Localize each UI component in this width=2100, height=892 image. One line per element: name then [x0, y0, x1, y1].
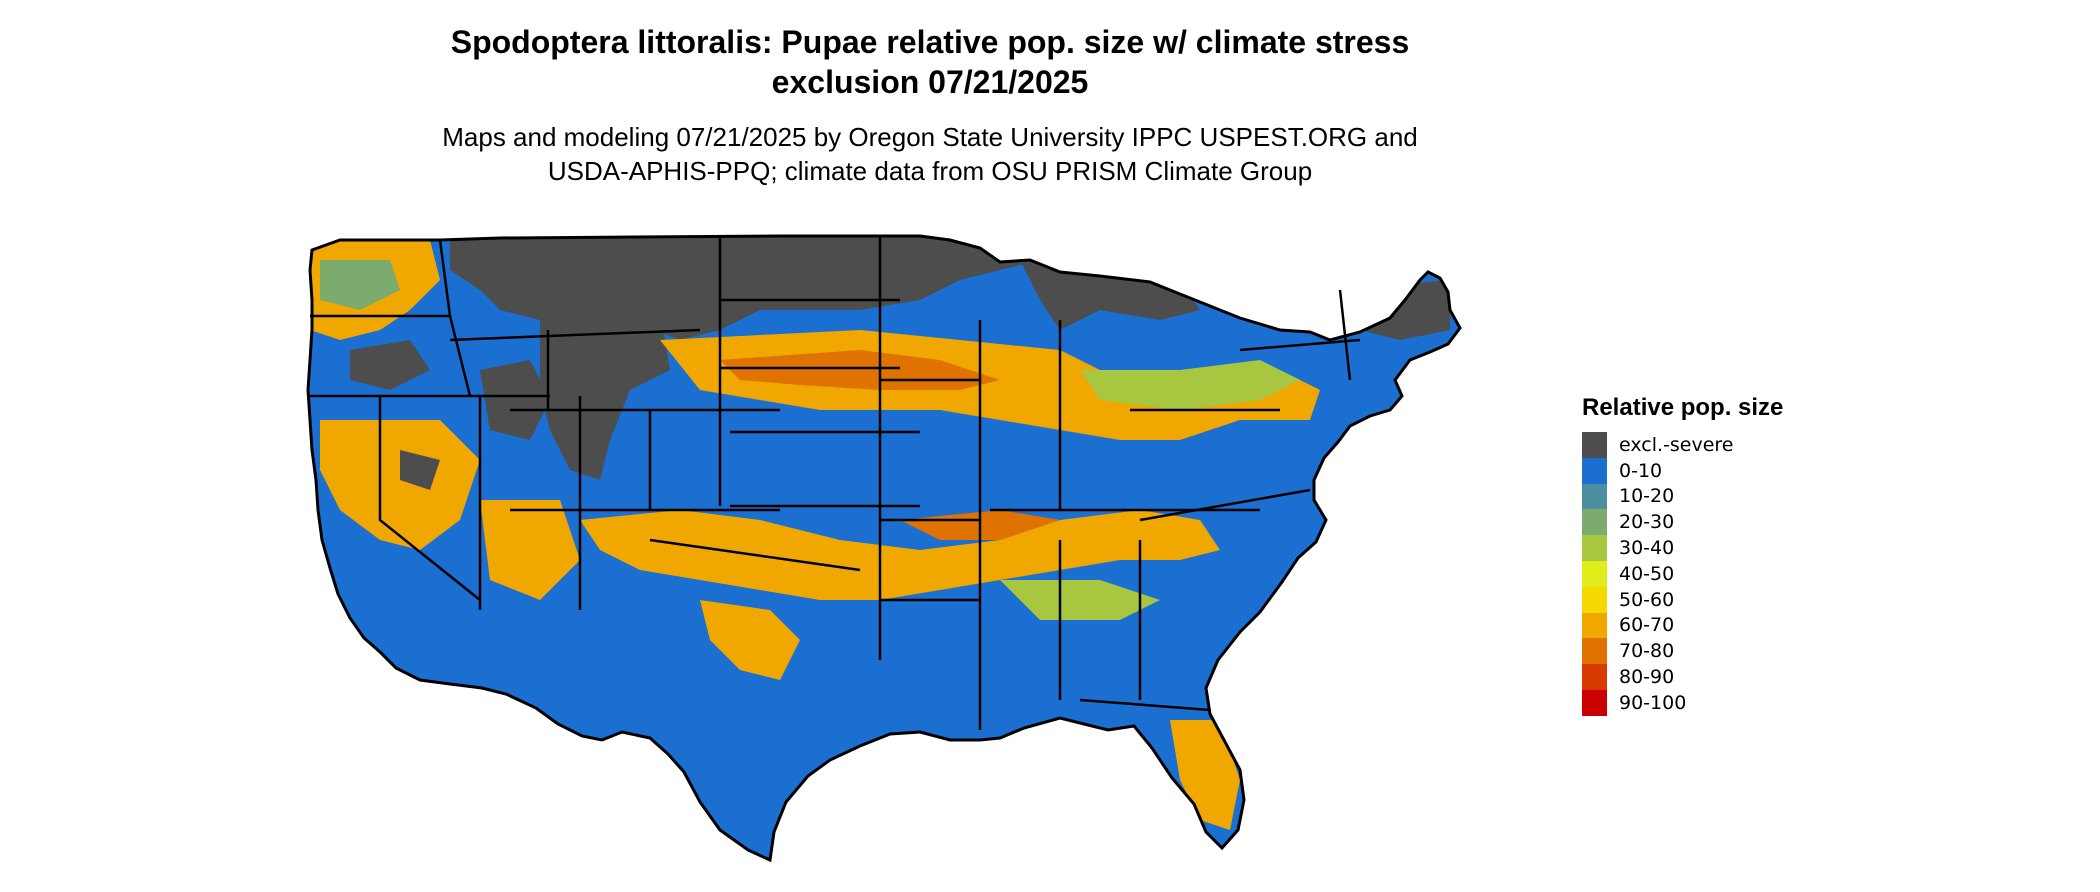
legend-swatch [1582, 509, 1607, 536]
legend-swatch [1582, 664, 1607, 690]
region-texas-orange [700, 600, 800, 680]
legend-label: 40-50 [1619, 562, 1675, 585]
legend-item: excl.-severe [1582, 432, 1783, 458]
legend-label: 60-70 [1619, 614, 1675, 637]
legend-item: 10-20 [1582, 483, 1783, 510]
legend-item: 50-60 [1582, 586, 1783, 613]
legend-label: 80-90 [1619, 666, 1675, 689]
region-arizona-orange [480, 500, 580, 600]
boundary-ga-fl [1079, 698, 1211, 712]
boundary-mt-wy [449, 328, 701, 342]
legend-items: excl.-severe 0-10 10-20 20-30 30-40 40-50 50-6… [1582, 432, 1783, 716]
legend-swatch [1582, 457, 1607, 484]
boundary-new-england [1338, 289, 1352, 381]
map-title: Spodoptera littoralis: Pupae relative po… [0, 22, 1860, 102]
legend-swatch [1582, 483, 1607, 510]
region-oregon-excluded [350, 340, 430, 390]
region-southwest-orange [320, 420, 480, 550]
legend-item: 20-30 [1582, 509, 1783, 536]
boundary-idaho [438, 239, 472, 397]
legend-item: 90-100 [1582, 689, 1783, 716]
legend-title: Relative pop. size [1582, 394, 1784, 421]
legend-label: excl.-severe [1619, 433, 1734, 456]
region-northeast-excluded [1320, 280, 1450, 340]
us-population-map [306, 234, 1462, 862]
map-subtitle-line-1: Maps and modeling 07/21/2025 by Oregon S… [442, 122, 1418, 152]
legend-swatch [1582, 535, 1607, 561]
region-florida-orange [1170, 720, 1240, 830]
legend-label: 20-30 [1619, 511, 1675, 534]
region-utah-excluded [480, 360, 550, 440]
legend-label: 70-80 [1619, 640, 1675, 663]
map-title-line-1: Spodoptera littoralis: Pupae relative po… [450, 24, 1410, 60]
map-legend: Relative pop. size excl.-severe 0-10 10-20… [1582, 394, 1783, 716]
population-regions [310, 236, 1450, 830]
region-southern-orange [580, 510, 1220, 600]
region-southwest-dark [400, 450, 440, 490]
region-midwest-green [1080, 360, 1300, 410]
region-north-excluded [450, 236, 1040, 340]
legend-label: 90-100 [1619, 691, 1687, 714]
region-pacific-nw-green [320, 260, 400, 310]
state-boundaries [310, 236, 1361, 730]
legend-item: 0-10 [1582, 457, 1783, 484]
map-title-line-2: exclusion 07/21/2025 [771, 64, 1089, 100]
legend-swatch [1582, 689, 1607, 716]
legend-item: 40-50 [1582, 560, 1783, 587]
legend-item: 80-90 [1582, 664, 1783, 690]
legend-item: 60-70 [1582, 612, 1783, 639]
legend-item: 30-40 [1582, 535, 1783, 561]
legend-item: 70-80 [1582, 638, 1783, 665]
legend-swatch [1582, 586, 1607, 613]
legend-swatch [1582, 432, 1607, 458]
region-southeast-green [1000, 580, 1160, 620]
map-subtitle: Maps and modeling 07/21/2025 by Oregon S… [0, 120, 1860, 188]
boundary-ca-nv [378, 396, 481, 601]
region-wyoming-colorado-excluded [540, 310, 670, 480]
legend-label: 10-20 [1619, 485, 1675, 508]
legend-swatch [1582, 560, 1607, 587]
legend-swatch [1582, 638, 1607, 665]
boundary-ny-pa [1239, 338, 1361, 352]
legend-label: 0-10 [1619, 459, 1663, 482]
legend-label: 50-60 [1619, 588, 1675, 611]
map-subtitle-line-2: USDA-APHIS-PPQ; climate data from OSU PR… [547, 156, 1313, 186]
boundary-va-nc [1139, 488, 1311, 522]
legend-label: 30-40 [1619, 537, 1675, 560]
legend-swatch [1582, 612, 1607, 639]
boundary-ok-tx [649, 538, 861, 572]
